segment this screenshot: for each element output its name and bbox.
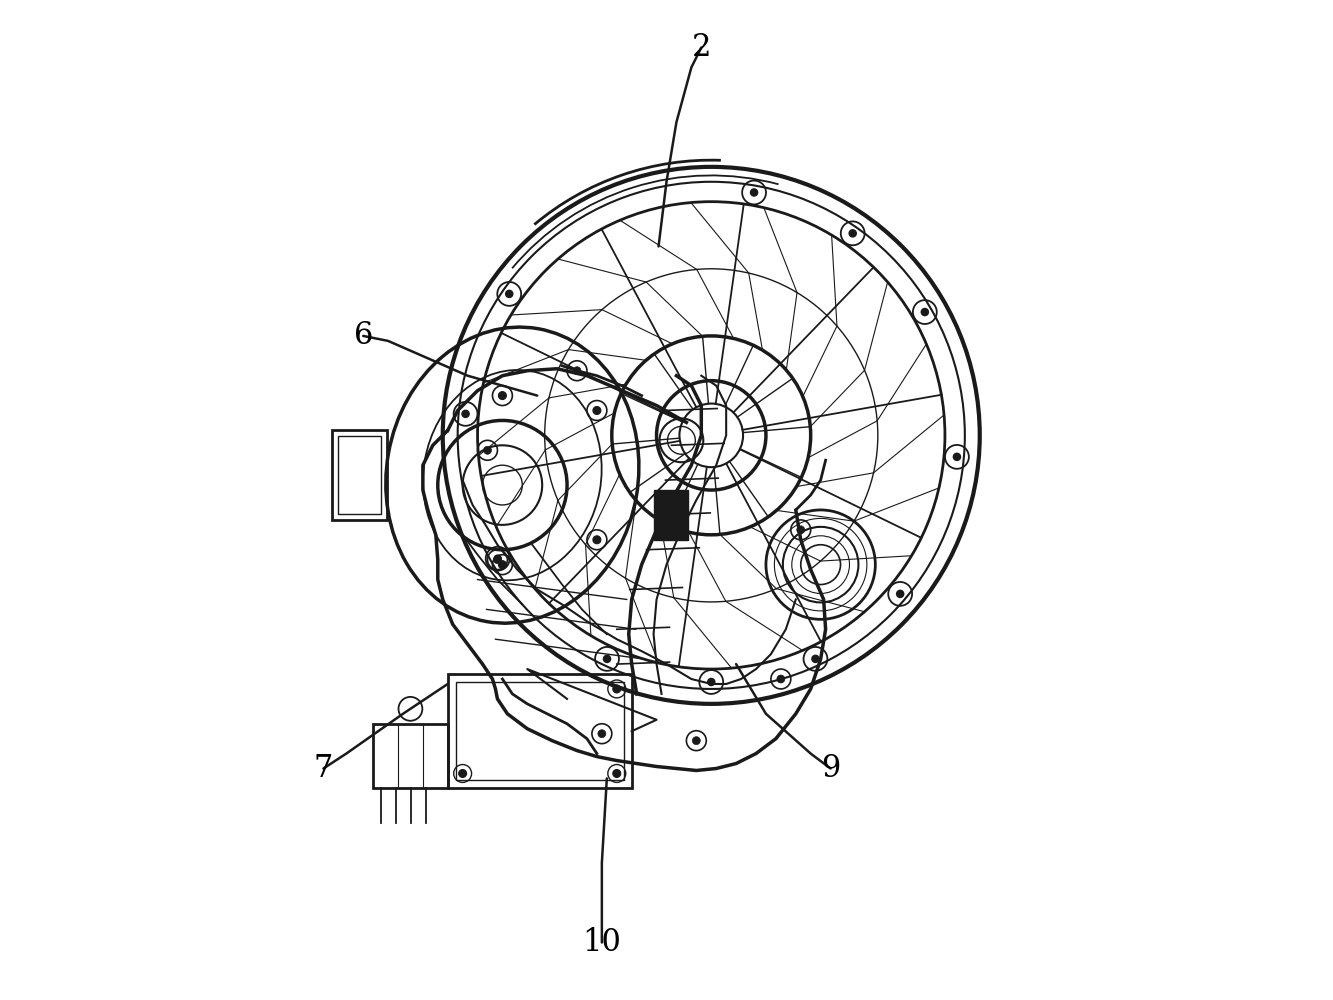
Circle shape — [593, 407, 601, 414]
Circle shape — [573, 367, 581, 375]
Circle shape — [495, 555, 501, 562]
Bar — [337, 436, 381, 514]
Text: 6: 6 — [353, 320, 373, 351]
Bar — [373, 724, 448, 788]
Text: 9: 9 — [821, 753, 840, 784]
Circle shape — [493, 556, 501, 564]
Circle shape — [593, 536, 601, 544]
Circle shape — [613, 769, 621, 777]
Bar — [448, 674, 632, 788]
Circle shape — [921, 308, 928, 316]
Circle shape — [692, 737, 700, 745]
Text: 2: 2 — [692, 32, 710, 63]
Circle shape — [484, 446, 492, 454]
Circle shape — [499, 561, 507, 569]
Circle shape — [897, 590, 904, 597]
Circle shape — [953, 453, 961, 460]
Text: 7: 7 — [313, 753, 333, 784]
Circle shape — [849, 230, 856, 237]
Circle shape — [812, 655, 818, 662]
Circle shape — [499, 392, 507, 400]
Circle shape — [797, 526, 805, 534]
Circle shape — [463, 410, 469, 417]
Circle shape — [613, 685, 621, 693]
Circle shape — [777, 675, 785, 683]
Circle shape — [459, 769, 467, 777]
Circle shape — [708, 678, 714, 686]
Circle shape — [599, 730, 605, 738]
Circle shape — [604, 655, 611, 662]
Bar — [332, 430, 387, 520]
Bar — [653, 490, 688, 540]
Text: 10: 10 — [583, 927, 621, 958]
Circle shape — [505, 290, 513, 297]
Bar — [456, 682, 624, 780]
Circle shape — [750, 189, 757, 196]
